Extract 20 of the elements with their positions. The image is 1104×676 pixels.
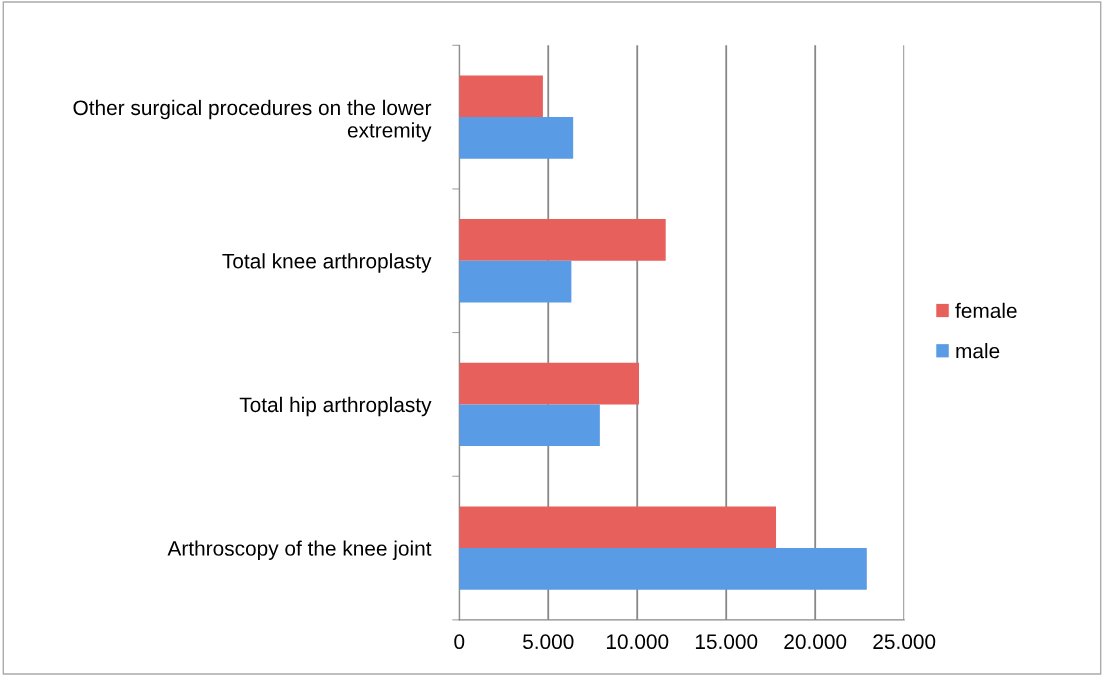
bar — [459, 219, 666, 261]
legend-label: female — [955, 302, 1017, 319]
bar — [459, 260, 572, 303]
x-tick-label: 5.000 — [523, 634, 574, 650]
bar — [459, 404, 600, 447]
bar — [459, 548, 867, 590]
x-tick-label: 25.000 — [873, 634, 936, 650]
x-tick-label: 20.000 — [784, 634, 847, 650]
y-tick-label: Total hip arthroplasty — [239, 396, 432, 417]
bar — [459, 75, 543, 118]
bar — [459, 362, 640, 405]
y-tick-label: Arthroscopy of the knee joint — [167, 540, 432, 560]
bar — [459, 506, 777, 549]
x-tick-label: 0 — [454, 634, 465, 650]
legend-label: male — [956, 343, 1000, 359]
bar — [459, 117, 574, 159]
x-tick-label: 10.000 — [606, 634, 669, 650]
x-tick-label: 15.000 — [695, 634, 758, 650]
y-tick-label: Total knee arthroplasty — [222, 253, 432, 273]
y-tick-label: Other surgical procedures on the lower extremity — [73, 99, 432, 142]
